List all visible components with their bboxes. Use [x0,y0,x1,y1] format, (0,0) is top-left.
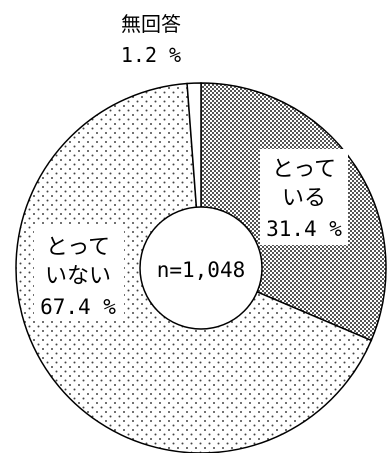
slice-label-line-1-0: とって [46,235,110,260]
slice-label-line-0-0: とって [272,157,336,182]
center-label: n=1,048 [157,258,246,282]
slice-label-bg-0 [260,149,348,245]
slice-label-group-2: 無回答 1.2 % [121,12,181,67]
slice-percent-2: 1.2 % [121,43,181,67]
slice-label-line-2-0: 無回答 [121,12,181,36]
slice-percent-1: 67.4 % [40,295,116,319]
slice-label-group-0: とって いる 31.4 % [260,149,348,245]
slice-label-line-1-1: いない [45,264,111,289]
slice-label-group-1: とって いない 67.4 % [34,226,124,320]
slice-percent-0: 31.4 % [266,217,342,241]
slice-label-line-0-1: いる [282,186,326,211]
center-hole [139,206,263,330]
slice-label-bg-1 [34,226,124,320]
